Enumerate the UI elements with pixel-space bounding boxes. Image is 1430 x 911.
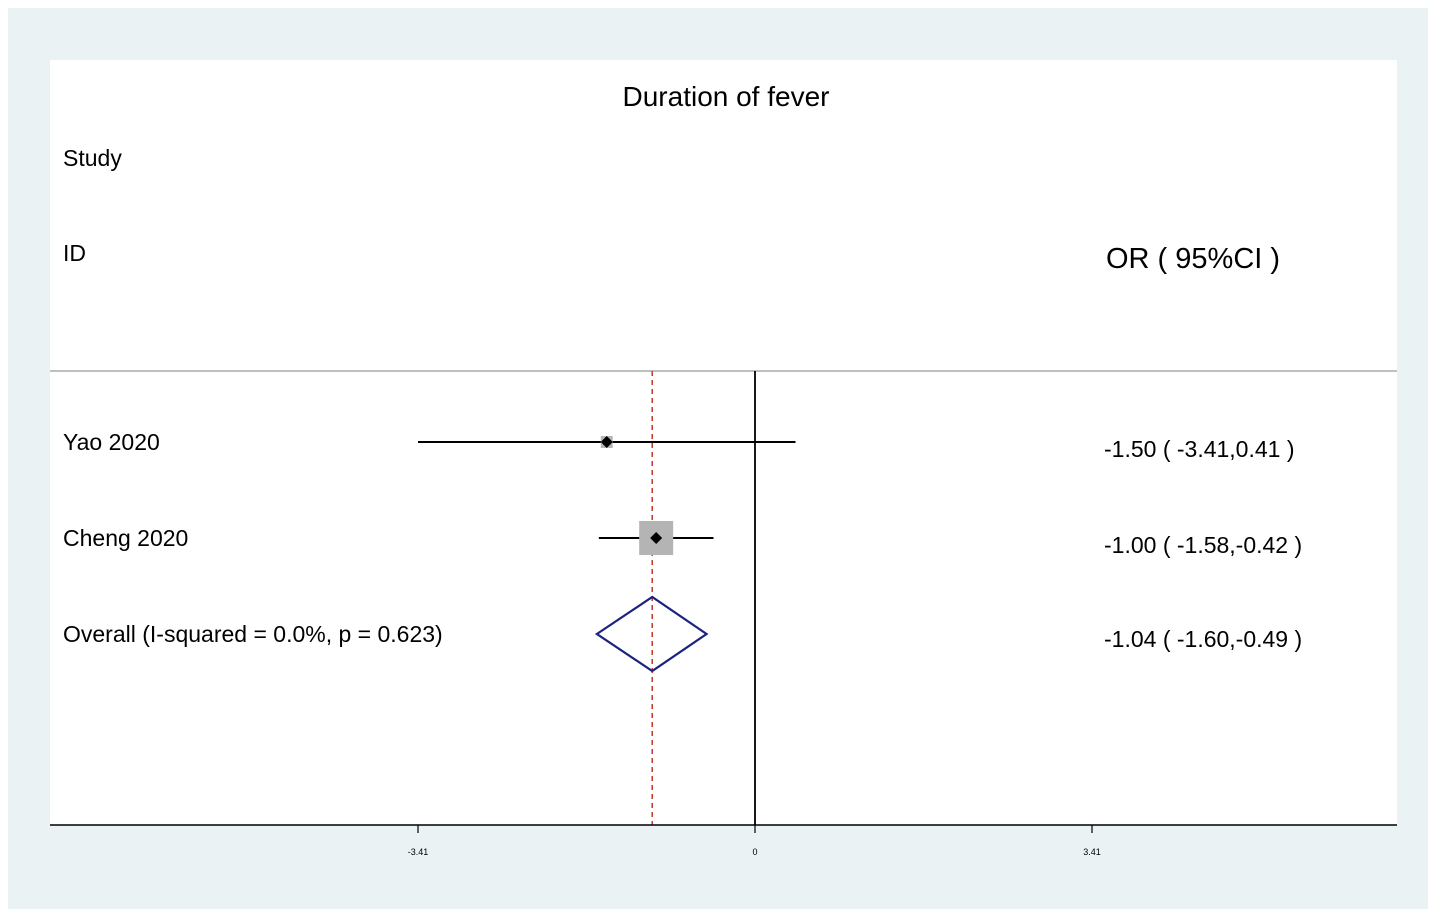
study-effect-text: -1.00 ( -1.58,-0.42 ) — [1104, 532, 1302, 558]
study-label: Yao 2020 — [63, 429, 160, 455]
study-effect-text: -1.50 ( -3.41,0.41 ) — [1104, 436, 1295, 462]
study-point-estimate — [650, 532, 663, 544]
header-effect: OR ( 95%CI ) — [1106, 243, 1280, 275]
overall-effect-text: -1.04 ( -1.60,-0.49 ) — [1104, 626, 1302, 652]
header-id: ID — [63, 240, 86, 266]
chart-title: Duration of fever — [623, 81, 830, 112]
overall-label: Overall (I-squared = 0.0%, p = 0.623) — [63, 621, 443, 647]
study-point-estimate — [600, 436, 613, 448]
header-study: Study — [63, 145, 122, 171]
study-label: Cheng 2020 — [63, 525, 188, 551]
chart-marks: Yao 2020 -1.50 ( -3.41,0.41 ) Cheng 2020 -1… — [50, 371, 1397, 857]
overall-diamond — [594, 595, 709, 673]
x-tick-label: -3.41 — [408, 847, 429, 857]
x-tick-label: 0 — [752, 847, 757, 857]
x-tick-label: 3.41 — [1083, 847, 1101, 857]
